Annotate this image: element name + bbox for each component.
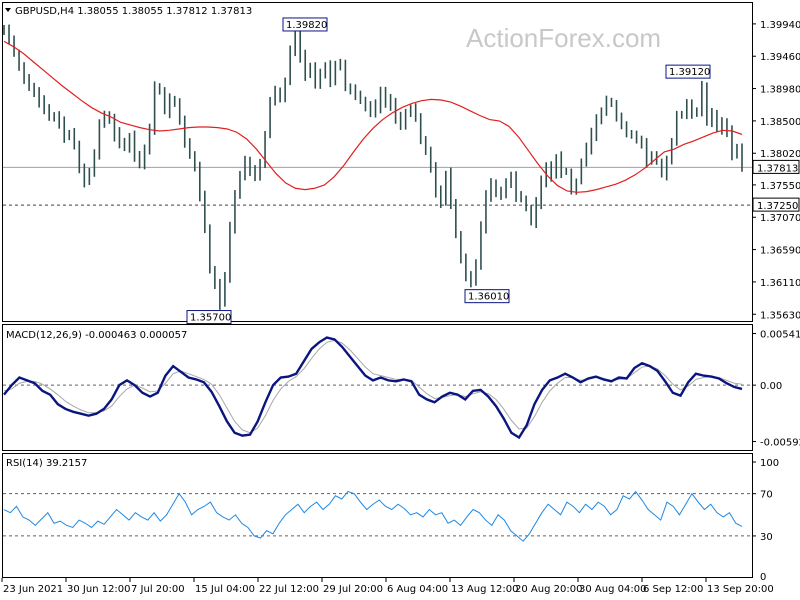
swing-high-label: 1.39120 [669, 67, 710, 78]
price-layer: 1.39820 1.35700 1.36010 1.39120 [3, 17, 752, 325]
rsi-line [3, 490, 743, 542]
macd-header: MACD(12,26,9) -0.000463 0.000057 [6, 330, 187, 341]
macd-line [3, 336, 743, 440]
swing-label-box [186, 310, 232, 325]
rsi-axis-label: 0 [760, 572, 766, 583]
support-level-flag: 1.37250 [757, 201, 798, 212]
current-price-flag: 1.37813 [757, 163, 798, 174]
axes-layer: 1.39940 1.39460 1.38980 1.38500 1.38020 1.375… [1, 20, 800, 595]
macd-layer: MACD(12,26,9) -0.000463 0.000057 [3, 330, 752, 440]
price-axis-label: 1.37070 [760, 213, 800, 224]
x-axis-label: 6 Aug 04:00 [387, 584, 448, 595]
x-axis-label: 13 Aug 12:00 [451, 584, 518, 595]
moving-average-line [3, 40, 743, 193]
swing-low-label: 1.35700 [190, 313, 231, 324]
price-flag-box [752, 197, 800, 212]
x-axis-label: 29 Jul 20:00 [323, 584, 383, 595]
rsi-panel [2, 453, 753, 578]
symbol-header: GBPUSD,H4 1.38055 1.38055 1.37812 1.3781… [15, 6, 252, 17]
price-axis-label: 1.39940 [760, 20, 800, 31]
x-axis-label: 15 Jul 04:00 [195, 584, 255, 595]
macd-axis-label: 0.00 [760, 381, 782, 392]
swing-label-box [464, 289, 510, 304]
price-axis-label: 1.35630 [760, 310, 800, 321]
swing-label-box [665, 64, 711, 79]
price-axis-label: 1.38020 [760, 149, 800, 160]
macd-panel [2, 324, 753, 451]
symbol-dropdown-icon[interactable] [5, 8, 11, 12]
price-axis-label: 1.39460 [760, 52, 800, 63]
macd-axis-label: -0.005921 [760, 438, 800, 449]
price-flag-box [752, 159, 800, 174]
swing-low-label: 1.36010 [468, 292, 509, 303]
price-axis-label: 1.36110 [760, 278, 800, 289]
swing-high-label: 1.39820 [286, 20, 327, 31]
x-axis-label: 23 Jun 2021 [3, 584, 63, 595]
x-axis-label: 13 Sep 20:00 [707, 584, 774, 595]
price-axis-label: 1.36590 [760, 246, 800, 257]
rsi-header: RSI(14) 39.2157 [6, 458, 87, 469]
x-axis-label: 20 Aug 20:00 [515, 584, 582, 595]
price-axis-label: 1.38500 [760, 117, 800, 128]
rsi-axis-label: 70 [760, 490, 773, 501]
x-axis-label: 6 Sep 12:00 [643, 584, 703, 595]
price-axis-label: 1.37550 [760, 181, 800, 192]
macd-axis-label: 0.005419 [760, 330, 800, 341]
x-axis-label: 30 Jun 12:00 [67, 584, 131, 595]
x-axis-label: 22 Jul 12:00 [259, 584, 319, 595]
macd-signal-line [3, 339, 743, 434]
x-axis-label: 30 Aug 04:00 [579, 584, 646, 595]
rsi-axis-label: 100 [760, 458, 779, 469]
watermark: ActionForex.com [466, 23, 661, 53]
rsi-axis-label: 30 [760, 532, 773, 543]
x-axis-label: 7 Jul 20:00 [131, 584, 185, 595]
swing-label-box [282, 17, 328, 32]
rsi-layer: RSI(14) 39.2157 [3, 458, 752, 542]
price-axis-label: 1.38980 [760, 85, 800, 96]
